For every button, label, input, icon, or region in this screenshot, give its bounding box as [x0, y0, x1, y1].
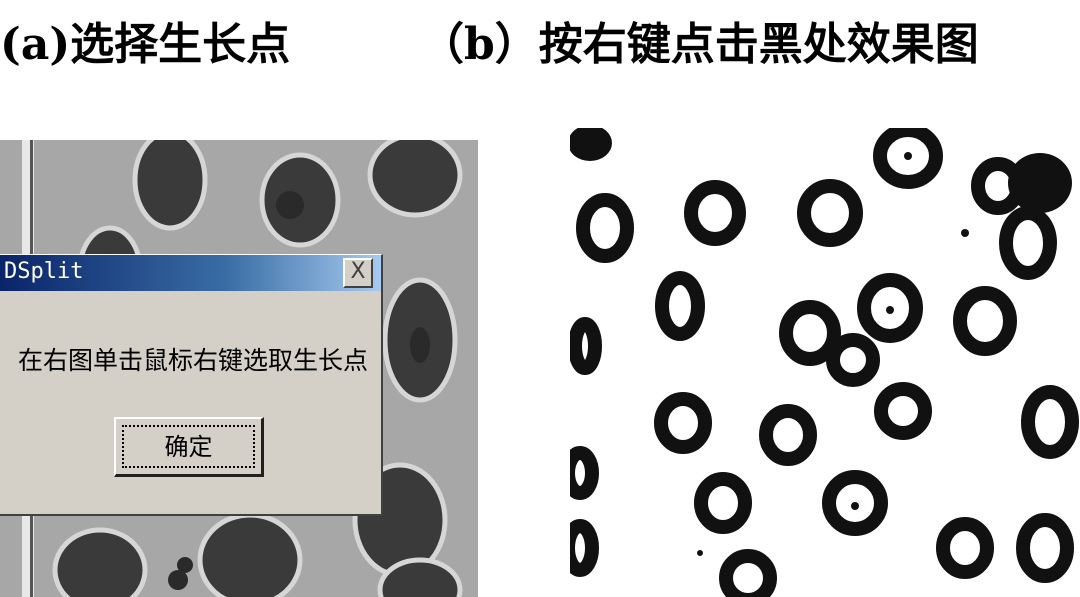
- ok-button-label: 确定: [122, 425, 255, 468]
- caption-a: (a)选择生长点: [0, 19, 291, 70]
- dialog-message: 在右图单击鼠标右键选取生长点: [18, 346, 369, 375]
- segmentation-graphic: [570, 128, 1080, 597]
- dialog-titlebar[interactable]: DSplit X: [0, 255, 381, 291]
- dialog-title: DSplit: [4, 259, 84, 284]
- close-icon: X: [350, 259, 366, 284]
- grayscale-cell-image[interactable]: DSplit X 在右图单击鼠标右键选取生长点 确定: [0, 140, 478, 597]
- close-button[interactable]: X: [343, 258, 373, 288]
- ok-button[interactable]: 确定: [114, 417, 264, 477]
- caption-b: （b）按右键点击黑处效果图: [420, 19, 979, 70]
- segmentation-result-image[interactable]: [570, 128, 1080, 597]
- dsplit-dialog: DSplit X 在右图单击鼠标右键选取生长点 确定: [0, 254, 383, 516]
